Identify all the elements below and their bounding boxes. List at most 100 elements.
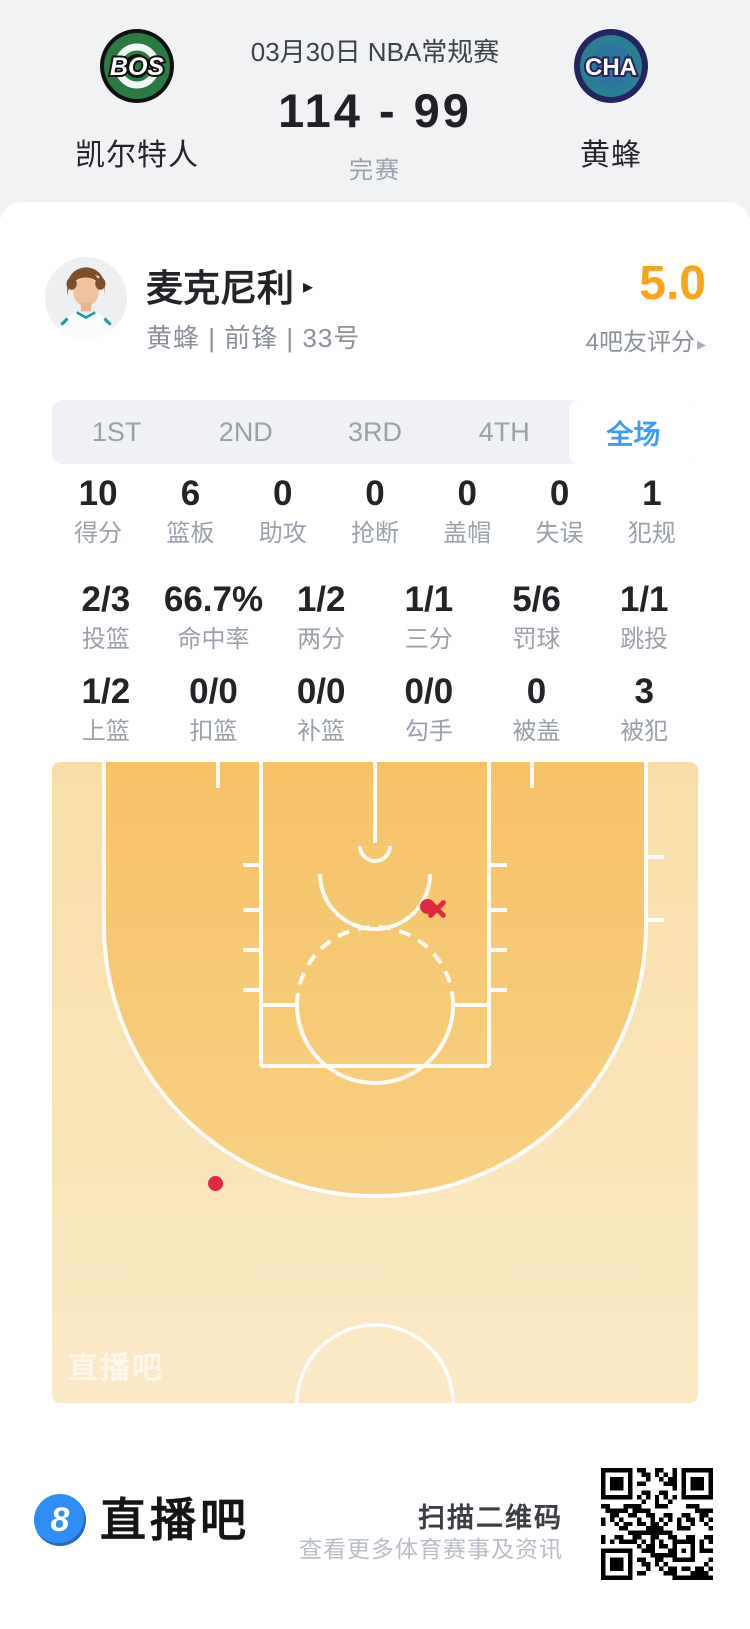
stat-3pt: 1/1 三分 [375,580,483,655]
player-name: 麦克尼利 [146,268,294,309]
stat-value: 1 [642,474,662,513]
tab-4th[interactable]: 4TH [478,416,530,447]
game-score: 114 - 99 [278,84,472,137]
stat-layup: 1/2 上篮 [52,672,160,747]
stat-ft: 5/6 罚球 [483,580,591,655]
tab-2nd[interactable]: 2ND [218,416,273,447]
stat-dunk: 0/0 扣篮 [160,672,268,747]
stat-label: 补篮 [297,718,346,745]
stat-blocks: 0 盖帽 [421,474,513,549]
quarter-tabs: 1ST 2ND 3RD 4TH 全场 [52,400,699,464]
stat-value: 1/2 [81,672,131,711]
stat-label: 失误 [535,520,584,547]
team-away[interactable]: CHA 黄蜂 [531,28,691,174]
court-watermark: 直播吧 [68,1352,164,1385]
brand-logo-icon: 8 [34,1494,86,1546]
stat-value: 10 [78,474,118,513]
stat-fouls: 1 犯规 [606,474,698,549]
brand-name: 直播吧 [100,1494,250,1546]
shot-missed-marker [426,898,449,921]
stat-label: 三分 [404,626,453,653]
rating-note[interactable]: 4吧友评分 ▸ [406,322,706,357]
stats-row-basic: 10 得分 6 篮板 0 助攻 0 抢断 0 盖帽 0 失误 1 犯规 [52,474,698,549]
stat-rebounds: 6 篮板 [144,474,236,549]
stat-value: 0 [526,672,547,711]
shot-chart-court: 直播吧 [52,762,698,1403]
stat-tipin: 0/0 补篮 [267,672,375,747]
stat-value: 0/0 [404,672,454,711]
team-away-name: 黄蜂 [580,139,642,172]
game-status: 完赛 [349,157,401,184]
tab-full-game[interactable]: 全场 [568,400,699,464]
stat-fouled: 3 被犯 [590,672,698,747]
stat-label: 两分 [297,626,346,653]
stat-value: 0 [272,474,293,513]
stat-label: 勾手 [404,718,453,745]
stat-hook: 0/0 勾手 [375,672,483,747]
stat-label: 篮板 [166,520,215,547]
rating-note-text: 4吧友评分 [585,329,695,356]
tab-3rd[interactable]: 3RD [348,416,403,447]
stats-row-shooting: 2/3 投篮 66.7% 命中率 1/2 两分 1/1 三分 5/6 罚球 1/1 跳投 [52,580,698,655]
stat-points: 10 得分 [52,474,144,549]
team-home-abbr: BOS [110,53,165,81]
shot-made-marker [207,1175,223,1191]
stat-value: 66.7% [163,580,264,619]
caret-right-icon: ▸ [303,276,314,298]
stat-label: 得分 [74,520,123,547]
stat-jumpshot: 1/1 跳投 [590,580,698,655]
stat-assists: 0 助攻 [237,474,329,549]
team-home-name: 凯尔特人 [75,139,199,172]
stat-label: 盖帽 [443,520,492,547]
court-drawing [52,762,698,1403]
stat-fg-pct: 66.7% 命中率 [160,580,268,655]
stat-2pt: 1/2 两分 [267,580,375,655]
stat-label: 抢断 [350,520,399,547]
caret-right-icon: ▸ [696,334,706,354]
qr-title: 扫描二维码 [418,1503,563,1533]
stat-label: 扣篮 [189,718,238,745]
stat-value: 0 [457,474,477,513]
qr-code [601,1468,713,1580]
stat-value: 1/1 [404,580,454,619]
stat-value: 2/3 [81,580,131,619]
player-photo [45,257,127,339]
player-rating: 5.0 [639,257,706,310]
stats-row-shot-types: 1/2 上篮 0/0 扣篮 0/0 补篮 0/0 勾手 0 被盖 3 被犯 [52,672,698,747]
stat-value: 6 [180,474,201,513]
stat-fg: 2/3 投篮 [52,580,160,655]
team-home-logo-icon: BOS [100,29,174,103]
stat-label: 跳投 [620,626,669,653]
stat-turnovers: 0 失误 [513,474,605,549]
qr-subtitle: 查看更多体育赛事及资讯 [299,1536,563,1562]
stat-value: 1/2 [296,580,346,619]
stat-label: 被犯 [620,718,669,745]
player-avatar[interactable] [45,257,127,339]
stat-label: 上篮 [81,718,130,745]
team-home[interactable]: BOS 凯尔特人 [57,28,217,174]
stat-value: 0/0 [296,672,346,711]
team-away-abbr: CHA [585,54,637,81]
stat-label: 罚球 [512,626,561,653]
team-away-logo-icon: CHA [574,29,648,103]
stat-value: 0/0 [189,672,238,711]
tab-1st[interactable]: 1ST [91,416,142,447]
stat-value: 1/1 [619,580,669,619]
player-name-row[interactable]: 麦克尼利 ▸ [146,264,314,309]
player-meta: 黄蜂 | 前锋 | 33号 [146,323,361,353]
stat-value: 0 [365,474,385,513]
stat-label: 助攻 [258,520,307,547]
stat-blocked: 0 被盖 [483,672,591,747]
stat-value: 5/6 [512,580,561,619]
game-center-info: 03月30日 NBA常规赛 114 - 99 完赛 [0,32,750,185]
stat-value: 0 [549,474,570,513]
brand-logo-glyph: 8 [50,1500,70,1539]
game-date: 03月30日 NBA常规赛 [250,37,500,67]
stat-label: 命中率 [177,626,250,653]
stat-label: 被盖 [512,718,561,745]
stat-label: 投篮 [81,626,130,653]
stat-label: 犯规 [627,520,676,547]
stat-value: 3 [634,672,654,711]
game-header: BOS 凯尔特人 03月30日 NBA常规赛 114 - 99 完赛 CHA 黄… [0,0,750,218]
